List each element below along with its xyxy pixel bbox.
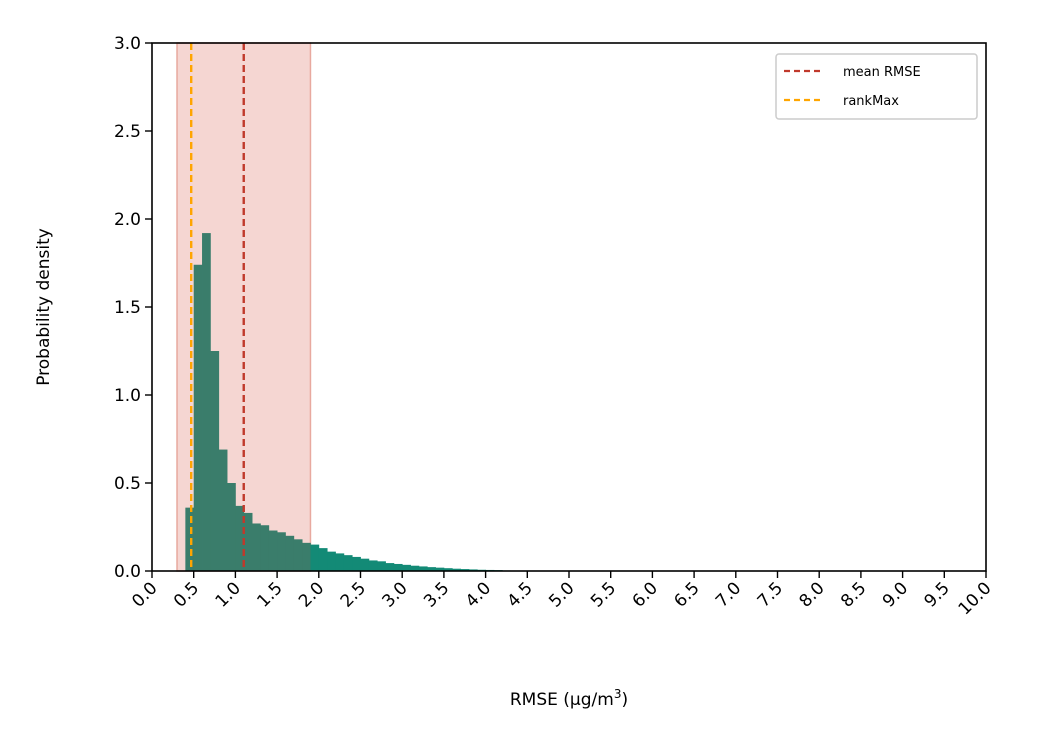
histogram-bar — [435, 567, 445, 571]
histogram-bars — [185, 233, 520, 571]
x-tick-label: 0.5 — [170, 578, 203, 611]
histogram-bar — [210, 351, 220, 571]
histogram-bar — [385, 563, 395, 571]
x-tick-label: 2.5 — [337, 578, 370, 611]
legend: mean RMSE rankMax — [775, 53, 978, 120]
histogram-bar — [410, 565, 420, 571]
x-tick-label: 5.5 — [587, 578, 620, 611]
histogram-bar — [227, 483, 236, 571]
reference-lines — [189, 43, 245, 571]
x-tick-label: 7.5 — [754, 578, 787, 611]
x-axis-title-suffix: ) — [621, 690, 628, 710]
x-axis-title: RMSE (µg/m3) — [510, 687, 628, 710]
y-tick-label: 1.0 — [114, 386, 141, 406]
histogram-bar — [402, 564, 411, 571]
histogram-bar — [302, 542, 311, 571]
y-axis-title: Probability density — [34, 228, 54, 386]
y-axis-ticks: 0.0 0.5 1.0 1.5 2.0 2.5 3.0 — [114, 34, 152, 582]
x-axis-title-superscript: 3 — [614, 687, 622, 701]
histogram-bar — [352, 556, 361, 571]
histogram-bar — [418, 566, 428, 571]
x-tick-label: 1.5 — [253, 578, 286, 611]
x-tick-label: 0.0 — [128, 578, 161, 611]
histogram-bar — [443, 568, 453, 571]
histogram-bar — [310, 544, 320, 571]
y-tick-label: 2.5 — [114, 122, 141, 142]
histogram-bar — [393, 563, 403, 571]
x-tick-label: 6.5 — [670, 578, 703, 611]
histogram-bar — [193, 264, 203, 571]
histogram-bar — [235, 505, 245, 571]
histogram-bar — [185, 507, 195, 571]
histogram-bar — [260, 525, 270, 571]
x-tick-label: 1.0 — [212, 578, 245, 611]
histogram-bar — [427, 567, 436, 571]
histogram-bar — [252, 523, 261, 571]
x-tick-label: 4.0 — [462, 578, 495, 611]
histogram-bar — [452, 568, 461, 571]
y-tick-label: 1.5 — [114, 298, 141, 318]
y-tick-label: 2.0 — [114, 210, 141, 230]
x-tick-label: 9.5 — [921, 578, 954, 611]
histogram-bar — [202, 233, 211, 571]
histogram-bar — [335, 553, 345, 571]
x-tick-label: 8.5 — [837, 578, 870, 611]
histogram-bar — [377, 561, 386, 571]
x-tick-label: 5.0 — [545, 578, 578, 611]
x-tick-label: 4.5 — [504, 578, 537, 611]
histogram-bar — [277, 532, 286, 571]
histogram-bar — [327, 551, 336, 571]
histogram-bar — [243, 512, 253, 571]
x-axis-ticks: 0.0 0.5 1.0 1.5 2.0 2.5 3.0 3.5 4.0 4.5 5.0 5.5 6.0 6… — [128, 571, 996, 619]
histogram-bar — [218, 449, 228, 571]
histogram-bar — [293, 539, 303, 571]
x-tick-label: 9.0 — [879, 578, 912, 611]
histogram-bar — [285, 535, 295, 571]
legend-label-mean-rmse: mean RMSE — [843, 65, 921, 80]
y-tick-label: 0.0 — [114, 562, 141, 582]
x-tick-label: 2.0 — [295, 578, 328, 611]
histogram-bar — [318, 548, 328, 571]
x-tick-label: 10.0 — [955, 578, 996, 619]
histogram-bar — [360, 558, 370, 571]
histogram-bar — [368, 560, 378, 571]
x-tick-label: 6.0 — [629, 578, 662, 611]
x-tick-label: 7.0 — [712, 578, 745, 611]
y-tick-label: 0.5 — [114, 474, 141, 494]
legend-box — [775, 53, 978, 120]
histogram-bar — [343, 555, 353, 571]
x-axis-title-main: RMSE (µg/m — [510, 690, 614, 710]
legend-label-rankmax: rankMax — [843, 94, 899, 109]
y-tick-label: 3.0 — [114, 34, 141, 54]
histogram-bar — [268, 530, 278, 571]
x-tick-label: 3.0 — [378, 578, 411, 611]
x-tick-label: 8.0 — [795, 578, 828, 611]
histogram-bar — [460, 569, 470, 571]
x-tick-label: 3.5 — [420, 578, 453, 611]
